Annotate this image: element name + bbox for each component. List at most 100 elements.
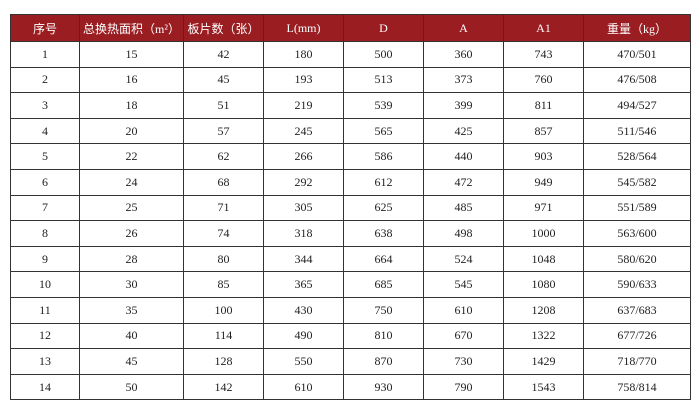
table-cell: 30 (79, 271, 184, 298)
table-row: 3 18 51 219 539 399 811 494/527 (10, 92, 691, 119)
table-row: 2 16 45 193 513 373 760 476/508 (10, 66, 691, 94)
table-row: 1 15 42 180 500 360 743 470/501 (10, 41, 691, 68)
table-cell: 612 (343, 168, 424, 196)
table-cell: 100 (183, 296, 264, 324)
table-cell: 971 (503, 194, 584, 222)
table-cell: 550 (263, 348, 344, 375)
table-cell: 565 (343, 117, 424, 145)
table-cell: 610 (263, 373, 344, 401)
table-cell: 1 (10, 41, 80, 68)
table-cell: 28 (79, 245, 184, 273)
table-cell: 24 (79, 168, 184, 196)
table-cell: 743 (503, 41, 584, 68)
table-cell: 590/633 (583, 271, 691, 298)
table-cell: 14 (10, 373, 80, 401)
table-cell: 7 (10, 194, 80, 222)
table-cell: 42 (183, 41, 264, 68)
header-cell: A1 (503, 14, 584, 42)
table-cell: 810 (343, 322, 424, 350)
table-cell: 539 (343, 92, 424, 119)
table-cell: 399 (423, 92, 504, 119)
table-cell: 430 (263, 296, 344, 324)
table-cell: 425 (423, 117, 504, 145)
table-cell: 870 (343, 348, 424, 375)
table-cell: 142 (183, 373, 264, 401)
header-row: 序号 总换热面积（m²） 板片数（张） L(mm) D A A1 重量（kg） (10, 14, 691, 42)
table-cell: 12 (10, 322, 80, 350)
table-cell: 580/620 (583, 245, 691, 273)
table-cell: 45 (183, 66, 264, 94)
table-cell: 1048 (503, 245, 584, 273)
table-cell: 513 (343, 66, 424, 94)
table-cell: 74 (183, 220, 264, 247)
table-cell: 13 (10, 348, 80, 375)
table-row: 5 22 62 266 586 440 903 528/564 (10, 143, 691, 170)
table-cell: 305 (263, 194, 344, 222)
table-cell: 545/582 (583, 168, 691, 196)
table-cell: 563/600 (583, 220, 691, 247)
table-row: 11 35 100 430 750 610 1208 637/683 (10, 296, 691, 324)
table-row: 4 20 57 245 565 425 857 511/546 (10, 117, 691, 145)
table-cell: 62 (183, 143, 264, 170)
table-row: 13 45 128 550 870 730 1429 718/770 (10, 348, 691, 375)
table-cell: 114 (183, 322, 264, 350)
table-cell: 18 (79, 92, 184, 119)
table-cell: 266 (263, 143, 344, 170)
table-row: 12 40 114 490 810 670 1322 677/726 (10, 322, 691, 350)
table-row: 10 30 85 365 685 545 1080 590/633 (10, 271, 691, 298)
table-cell: 664 (343, 245, 424, 273)
table-cell: 498 (423, 220, 504, 247)
table-cell: 22 (79, 143, 184, 170)
table-cell: 57 (183, 117, 264, 145)
table-cell: 15 (79, 41, 184, 68)
table-cell: 344 (263, 245, 344, 273)
table-cell: 637/683 (583, 296, 691, 324)
table-row: 14 50 142 610 930 790 1543 758/814 (10, 373, 691, 401)
table-cell: 1080 (503, 271, 584, 298)
table-cell: 10 (10, 271, 80, 298)
table-cell: 40 (79, 322, 184, 350)
table-cell: 1322 (503, 322, 584, 350)
table-cell: 625 (343, 194, 424, 222)
table-cell: 11 (10, 296, 80, 324)
header-cell: 序号 (10, 14, 80, 42)
header-cell: 重量（kg） (583, 14, 691, 42)
table-cell: 811 (503, 92, 584, 119)
table-cell: 440 (423, 143, 504, 170)
table-cell: 35 (79, 296, 184, 324)
table-cell: 25 (79, 194, 184, 222)
table-cell: 476/508 (583, 66, 691, 94)
table-cell: 193 (263, 66, 344, 94)
header-cell: 板片数（张） (183, 14, 264, 42)
header-cell: D (343, 14, 424, 42)
table-cell: 8 (10, 220, 80, 247)
table-cell: 3 (10, 92, 80, 119)
table-cell: 903 (503, 143, 584, 170)
table-cell: 51 (183, 92, 264, 119)
table-row: 7 25 71 305 625 485 971 551/589 (10, 194, 691, 222)
table-cell: 472 (423, 168, 504, 196)
table-row: 9 28 80 344 664 524 1048 580/620 (10, 245, 691, 273)
table-cell: 610 (423, 296, 504, 324)
table-cell: 638 (343, 220, 424, 247)
table-cell: 758/814 (583, 373, 691, 401)
table-cell: 292 (263, 168, 344, 196)
header-cell: L(mm) (263, 14, 344, 42)
table-cell: 494/527 (583, 92, 691, 119)
table-cell: 500 (343, 41, 424, 68)
table-cell: 470/501 (583, 41, 691, 68)
table-cell: 677/726 (583, 322, 691, 350)
table-cell: 1543 (503, 373, 584, 401)
table-cell: 551/589 (583, 194, 691, 222)
table-cell: 760 (503, 66, 584, 94)
table-cell: 50 (79, 373, 184, 401)
table-cell: 930 (343, 373, 424, 401)
table-cell: 857 (503, 117, 584, 145)
table-cell: 128 (183, 348, 264, 375)
table-body: 1 15 42 180 500 360 743 470/501 2 16 45 193 513 373 76… (10, 41, 691, 401)
table-cell: 219 (263, 92, 344, 119)
table-cell: 730 (423, 348, 504, 375)
table-cell: 16 (79, 66, 184, 94)
table-cell: 71 (183, 194, 264, 222)
